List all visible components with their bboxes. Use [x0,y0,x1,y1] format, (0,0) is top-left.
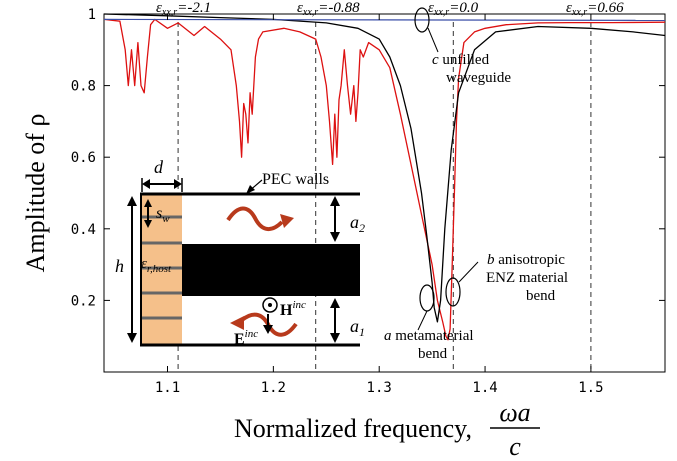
annotation-b-line3: bend [526,288,556,304]
pec-walls-label: PEC walls [262,171,329,188]
annotation-b-line2: ENZ material [486,270,568,286]
h-label: h [115,256,124,276]
eps-label-3: εxx,r=0.0 [428,0,479,18]
x-tick-label: 1.4 [472,380,497,396]
annotation-b-marker [445,277,461,307]
annotation-c-line1: c unfilled [432,52,490,68]
a2-label: a2 [350,212,365,235]
annotation-a-line2: bend [418,346,448,362]
y-tick-label: 0.6 [71,150,96,166]
a1-label: a1 [350,316,365,339]
y-axis-title: Amplitude of ρ [21,114,50,273]
inner-pec-block [182,244,360,296]
eps-label-1: εxx,r=-2.1 [156,0,211,18]
d-label: d [154,157,164,177]
slab-wires [142,215,182,320]
eps-label-2: εxx,r=-0.88 [297,0,360,18]
wave-top [226,206,284,231]
x-axis-title: Normalized frequency, [234,414,472,443]
e-inc-label: Einc [234,328,258,348]
annotation-c-line2: waveguide [446,70,511,86]
h-inc-label: Hinc [280,299,306,319]
x-axis-fraction-numerator: ωa [499,398,530,427]
series-line-2 [103,13,666,323]
y-tick-label: 0.8 [71,79,96,95]
x-tick-label: 1.5 [578,380,603,396]
eps-label-4: εxx,r=0.66 [566,0,624,18]
annotation-c-leader [427,27,439,53]
annotation-a-line1: a metamaterial [384,328,474,344]
sw-label: sw [156,205,170,225]
x-axis-fraction-denominator: c [509,432,521,461]
x-tick-label: 1.2 [261,380,286,396]
inset-schematic: d h sw εr,host PEC walls a2 a1 [115,157,365,348]
y-tick-label: 1 [88,7,96,23]
eps-host-label: εr,host [141,256,172,275]
y-tick-label: 0.2 [71,293,96,309]
series-line-1 [103,18,666,341]
x-tick-label: 1.1 [155,380,180,396]
annotation-b-leader [458,261,479,283]
wave-bottom-arrowhead [230,316,244,330]
annotation-c-marker [414,7,430,33]
annotation-a-leader [417,310,428,331]
y-tick-label: 0.4 [71,222,96,238]
plot-frame [103,13,666,373]
wave-top-arrowhead [280,214,294,228]
x-tick-label: 1.3 [367,380,392,396]
annotation-a-marker [419,284,435,312]
annotation-b-line1: b anisotropic [487,252,565,268]
series-line-3 [103,18,666,21]
